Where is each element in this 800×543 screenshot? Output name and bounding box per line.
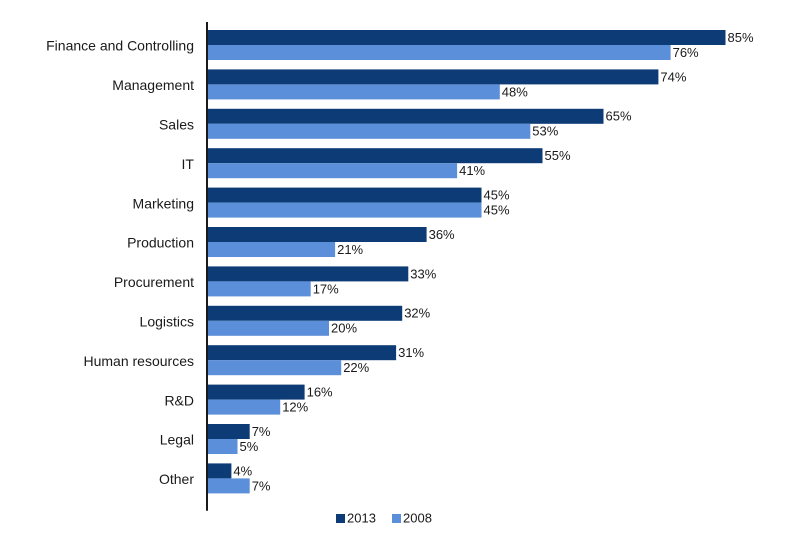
value-label-2008-marketing: 45% xyxy=(484,203,510,218)
value-label-2013-it: 55% xyxy=(545,148,571,163)
category-label-randd: R&D xyxy=(164,392,194,408)
category-label-marketing: Marketing xyxy=(133,195,194,211)
bar-2013-management xyxy=(207,69,659,85)
bar-2008-it xyxy=(207,163,458,179)
value-label-2013-human-resources: 31% xyxy=(398,345,424,360)
category-label-it: IT xyxy=(182,156,195,172)
value-label-2008-randd: 12% xyxy=(282,400,308,415)
value-label-2008-production: 21% xyxy=(337,242,363,257)
bar-2013-procurement xyxy=(207,266,409,282)
bar-2013-it xyxy=(207,148,543,164)
value-labels: 85% 76% 74% 48% 65% 53% 55% 41% 45%45% 36% 21% 33% 1… xyxy=(233,30,754,493)
category-label-human-resources: Human resources xyxy=(84,353,195,369)
value-label-2013-production: 36% xyxy=(429,227,455,242)
bar-2008-marketing xyxy=(207,202,482,218)
value-label-2008-it: 41% xyxy=(459,163,485,178)
value-label-2013-other: 4% xyxy=(233,463,252,478)
value-label-2013-management: 74% xyxy=(660,69,686,84)
legend-swatch-2013 xyxy=(336,514,345,523)
bar-2013-logistics xyxy=(207,305,403,321)
value-label-2013-marketing: 45% xyxy=(484,188,510,203)
category-label-management: Management xyxy=(112,77,194,93)
bar-2008-management xyxy=(207,84,500,100)
bar-2008-other xyxy=(207,478,250,494)
value-label-2008-other: 7% xyxy=(252,478,271,493)
category-label-logistics: Logistics xyxy=(140,314,194,330)
bars-group xyxy=(207,30,726,494)
value-label-2013-procurement: 33% xyxy=(410,266,436,281)
value-label-2013-finance-and-controlling: 85% xyxy=(728,30,754,45)
value-label-2013-logistics: 32% xyxy=(404,306,430,321)
bar-2013-randd xyxy=(207,384,305,400)
bar-2008-human-resources xyxy=(207,360,342,376)
legend-label-2013: 2013 xyxy=(347,510,376,525)
value-label-2008-procurement: 17% xyxy=(313,281,339,296)
value-label-2008-sales: 53% xyxy=(532,124,558,139)
category-label-finance-and-controlling: Finance and Controlling xyxy=(46,38,194,54)
category-label-production: Production xyxy=(127,235,194,251)
bar-2013-production xyxy=(207,227,427,242)
value-label-2008-logistics: 20% xyxy=(331,321,357,336)
value-label-2008-finance-and-controlling: 76% xyxy=(673,45,699,60)
value-label-2013-randd: 16% xyxy=(307,385,333,400)
legend: 2013 2008 xyxy=(336,510,432,525)
bar-2013-finance-and-controlling xyxy=(207,30,726,45)
value-label-2008-management: 48% xyxy=(502,84,528,99)
value-label-2013-sales: 65% xyxy=(606,109,632,124)
category-label-legal: Legal xyxy=(160,432,194,448)
bar-2013-other xyxy=(207,463,232,479)
bar-2013-human-resources xyxy=(207,345,397,361)
category-labels: Finance and Controlling Management Sales IT… xyxy=(46,38,194,487)
bar-2008-logistics xyxy=(207,320,329,336)
legend-swatch-2008 xyxy=(392,514,401,523)
bar-2013-legal xyxy=(207,424,250,439)
value-label-2008-human-resources: 22% xyxy=(343,360,369,375)
value-label-2008-legal: 5% xyxy=(240,439,259,454)
bar-2008-legal xyxy=(207,439,238,454)
bar-2008-procurement xyxy=(207,281,311,297)
category-label-sales: Sales xyxy=(159,117,194,133)
bar-2013-marketing xyxy=(207,187,482,203)
bar-2008-production xyxy=(207,242,336,257)
category-label-procurement: Procurement xyxy=(114,274,194,290)
bar-2008-randd xyxy=(207,399,281,415)
bar-2008-sales xyxy=(207,123,531,139)
bar-2013-sales xyxy=(207,108,604,124)
legend-label-2008: 2008 xyxy=(403,510,432,525)
value-label-2013-legal: 7% xyxy=(252,424,271,439)
bar-2008-finance-and-controlling xyxy=(207,45,671,60)
category-label-other: Other xyxy=(159,471,194,487)
